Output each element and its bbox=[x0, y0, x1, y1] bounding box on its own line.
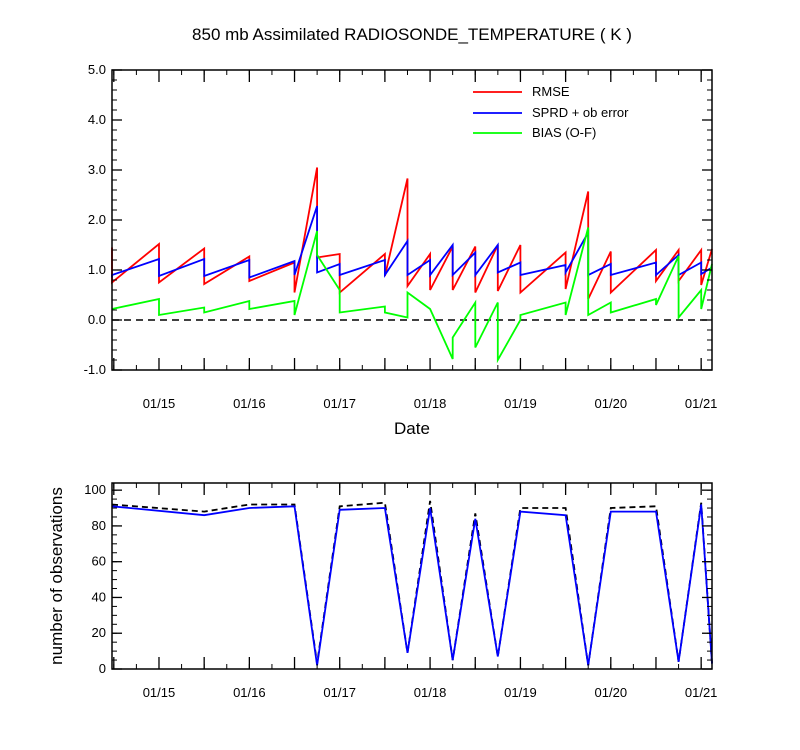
x-axis-title: Date bbox=[394, 419, 430, 438]
bottom-x-tick-labels: 01/15 01/16 01/17 01/18 01/19 01/20 01/21 bbox=[143, 685, 718, 700]
x-tick-label: 01/15 bbox=[143, 396, 176, 411]
x-tick-label: 01/21 bbox=[685, 685, 718, 700]
y-tick-label: 60 bbox=[92, 554, 106, 569]
top-y-tick-labels: -1.0 0.0 1.0 2.0 3.0 4.0 5.0 bbox=[84, 62, 106, 377]
top-series-group bbox=[111, 167, 713, 364]
x-tick-label: 01/18 bbox=[414, 396, 447, 411]
y-tick-label: 3.0 bbox=[88, 162, 106, 177]
series-line-0 bbox=[111, 500, 713, 666]
legend: RMSE SPRD + ob error BIAS (O-F) bbox=[473, 84, 629, 140]
x-tick-label: 01/19 bbox=[504, 396, 537, 411]
x-tick-label: 01/21 bbox=[685, 396, 718, 411]
legend-label-rmse: RMSE bbox=[532, 84, 570, 99]
x-tick-label: 01/15 bbox=[143, 685, 176, 700]
bottom-plot-frame bbox=[111, 482, 713, 670]
legend-label-bias: BIAS (O-F) bbox=[532, 125, 596, 140]
x-tick-label: 01/16 bbox=[233, 685, 266, 700]
y-tick-label: 20 bbox=[92, 625, 106, 640]
top-plot-frame bbox=[111, 69, 713, 371]
y-axis-title: number of observations bbox=[47, 487, 66, 665]
y-tick-label: 40 bbox=[92, 589, 106, 604]
bottom-series-group bbox=[111, 500, 713, 666]
series-line-1 bbox=[111, 205, 713, 279]
y-tick-label: -1.0 bbox=[84, 362, 106, 377]
series-line-0 bbox=[111, 167, 713, 300]
y-tick-label: 80 bbox=[92, 518, 106, 533]
y-tick-label: 1.0 bbox=[88, 262, 106, 277]
y-tick-label: 2.0 bbox=[88, 212, 106, 227]
legend-label-sprd: SPRD + ob error bbox=[532, 105, 629, 120]
y-tick-label: 0.0 bbox=[88, 312, 106, 327]
x-tick-label: 01/16 bbox=[233, 396, 266, 411]
bottom-axis-ticks bbox=[112, 483, 712, 670]
x-tick-label: 01/19 bbox=[504, 685, 537, 700]
top-chart: 850 mb Assimilated RADIOSONDE_TEMPERATUR… bbox=[84, 25, 718, 438]
x-tick-label: 01/18 bbox=[414, 685, 447, 700]
y-tick-label: 100 bbox=[84, 482, 106, 497]
x-tick-label: 01/17 bbox=[323, 396, 356, 411]
top-x-tick-labels: 01/15 01/16 01/17 01/18 01/19 01/20 01/21 bbox=[143, 396, 718, 411]
y-tick-label: 5.0 bbox=[88, 62, 106, 77]
series-line-2 bbox=[111, 227, 713, 364]
x-tick-label: 01/20 bbox=[595, 685, 628, 700]
x-tick-label: 01/20 bbox=[595, 396, 628, 411]
top-axis-ticks bbox=[112, 69, 712, 371]
chart-title: 850 mb Assimilated RADIOSONDE_TEMPERATUR… bbox=[192, 25, 632, 44]
series-line-1 bbox=[111, 504, 713, 666]
y-tick-label: 0 bbox=[99, 661, 106, 676]
bottom-y-tick-labels: 0 20 40 60 80 100 bbox=[84, 482, 106, 676]
y-tick-label: 4.0 bbox=[88, 112, 106, 127]
x-tick-label: 01/17 bbox=[323, 685, 356, 700]
